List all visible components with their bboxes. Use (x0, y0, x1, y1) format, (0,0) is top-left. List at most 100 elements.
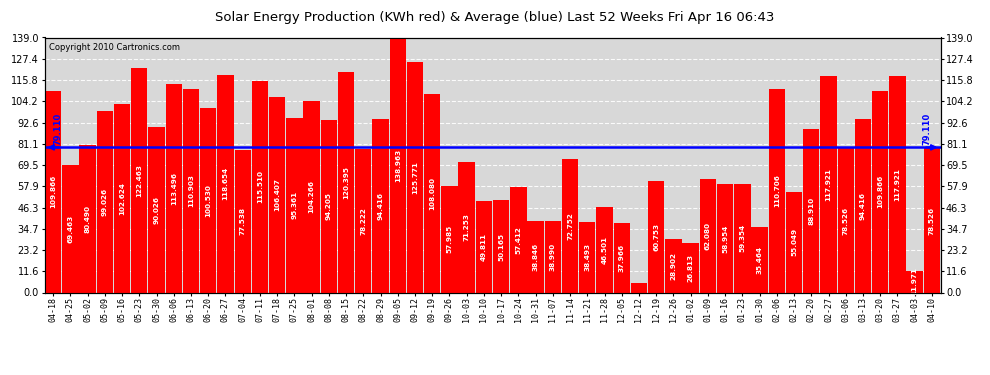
Text: 108.080: 108.080 (430, 177, 436, 210)
Bar (338, 72, 354, 292)
Text: 77.538: 77.538 (240, 207, 246, 236)
Bar (631, 283, 647, 292)
Text: 113.496: 113.496 (170, 172, 177, 205)
Text: 115.510: 115.510 (257, 170, 263, 203)
Text: 117.921: 117.921 (826, 168, 832, 201)
Text: 110.903: 110.903 (188, 174, 194, 207)
Text: 59.354: 59.354 (740, 224, 745, 252)
Text: 71.253: 71.253 (463, 213, 469, 241)
Text: Solar Energy Production (KWh red) & Average (blue) Last 52 Weeks Fri Apr 16 06:4: Solar Energy Production (KWh red) & Aver… (215, 11, 775, 24)
Text: 88.910: 88.910 (808, 197, 815, 225)
Bar (786, 192, 802, 292)
Bar (131, 68, 148, 292)
Bar (79, 145, 96, 292)
Bar (476, 201, 492, 292)
Text: 80.490: 80.490 (84, 205, 91, 232)
Text: 94.205: 94.205 (326, 192, 332, 220)
Text: 69.463: 69.463 (67, 215, 73, 243)
Bar (717, 184, 734, 292)
Bar (148, 128, 164, 292)
Text: 109.866: 109.866 (50, 175, 56, 208)
Text: 49.811: 49.811 (481, 233, 487, 261)
Bar (614, 223, 630, 292)
Bar (407, 62, 423, 292)
Text: 117.921: 117.921 (894, 168, 901, 201)
Text: 50.165: 50.165 (498, 232, 504, 261)
Text: 37.966: 37.966 (619, 244, 625, 272)
Text: 94.416: 94.416 (860, 192, 866, 220)
Bar (424, 94, 441, 292)
Bar (838, 148, 854, 292)
Bar (442, 186, 457, 292)
Text: 122.463: 122.463 (137, 164, 143, 196)
Bar (235, 150, 250, 292)
Text: 110.706: 110.706 (774, 174, 780, 207)
Text: 90.026: 90.026 (153, 196, 159, 224)
Bar (596, 207, 613, 292)
Bar (269, 97, 285, 292)
Text: 104.266: 104.266 (309, 180, 315, 213)
Bar (854, 119, 871, 292)
Bar (390, 38, 406, 292)
Bar (889, 76, 906, 292)
Text: 46.501: 46.501 (602, 236, 608, 264)
Text: 102.624: 102.624 (119, 182, 125, 215)
Bar (648, 181, 664, 292)
Text: 57.985: 57.985 (446, 225, 452, 254)
Bar (321, 120, 337, 292)
Bar (579, 222, 595, 292)
Bar (751, 228, 768, 292)
Bar (665, 240, 682, 292)
Bar (355, 149, 371, 292)
Bar (493, 201, 509, 292)
Text: 78.526: 78.526 (929, 206, 935, 234)
Text: Copyright 2010 Cartronics.com: Copyright 2010 Cartronics.com (50, 43, 180, 52)
Bar (251, 81, 268, 292)
Bar (458, 162, 475, 292)
Text: 100.530: 100.530 (205, 184, 211, 217)
Bar (768, 89, 785, 292)
Text: 138.963: 138.963 (395, 148, 401, 182)
Bar (924, 148, 940, 292)
Bar (372, 119, 389, 292)
Text: 26.813: 26.813 (688, 254, 694, 282)
Text: 62.080: 62.080 (705, 222, 711, 249)
Bar (303, 101, 320, 292)
Text: 78.222: 78.222 (360, 207, 366, 235)
Bar (114, 104, 131, 292)
Text: 38.493: 38.493 (584, 243, 590, 271)
Text: 57.412: 57.412 (516, 226, 522, 254)
Text: 79.110: 79.110 (53, 112, 62, 145)
Text: 95.361: 95.361 (291, 191, 297, 219)
Bar (183, 89, 199, 292)
Text: 78.526: 78.526 (842, 206, 848, 234)
Text: 120.395: 120.395 (344, 166, 349, 199)
Bar (872, 91, 888, 292)
Text: 94.416: 94.416 (377, 192, 383, 220)
Text: 55.049: 55.049 (791, 228, 797, 256)
Bar (286, 117, 303, 292)
Bar (165, 84, 182, 292)
Bar (97, 111, 113, 292)
Bar (735, 184, 750, 292)
Bar (907, 270, 923, 292)
Text: 28.902: 28.902 (670, 252, 676, 280)
Text: 38.990: 38.990 (549, 243, 555, 271)
Text: 79.110: 79.110 (923, 112, 932, 145)
Text: 60.753: 60.753 (653, 223, 659, 251)
Text: 118.654: 118.654 (223, 167, 229, 200)
Bar (528, 221, 544, 292)
Bar (562, 159, 578, 292)
Text: 72.752: 72.752 (567, 212, 573, 240)
Text: 106.407: 106.407 (274, 178, 280, 212)
Text: 35.464: 35.464 (756, 246, 762, 274)
Bar (544, 221, 561, 292)
Text: 125.771: 125.771 (412, 161, 418, 194)
Bar (682, 243, 699, 292)
Bar (803, 129, 820, 292)
Text: 99.026: 99.026 (102, 188, 108, 216)
Bar (821, 76, 837, 292)
Bar (217, 75, 234, 292)
Bar (45, 91, 61, 292)
Text: 58.954: 58.954 (722, 224, 728, 252)
